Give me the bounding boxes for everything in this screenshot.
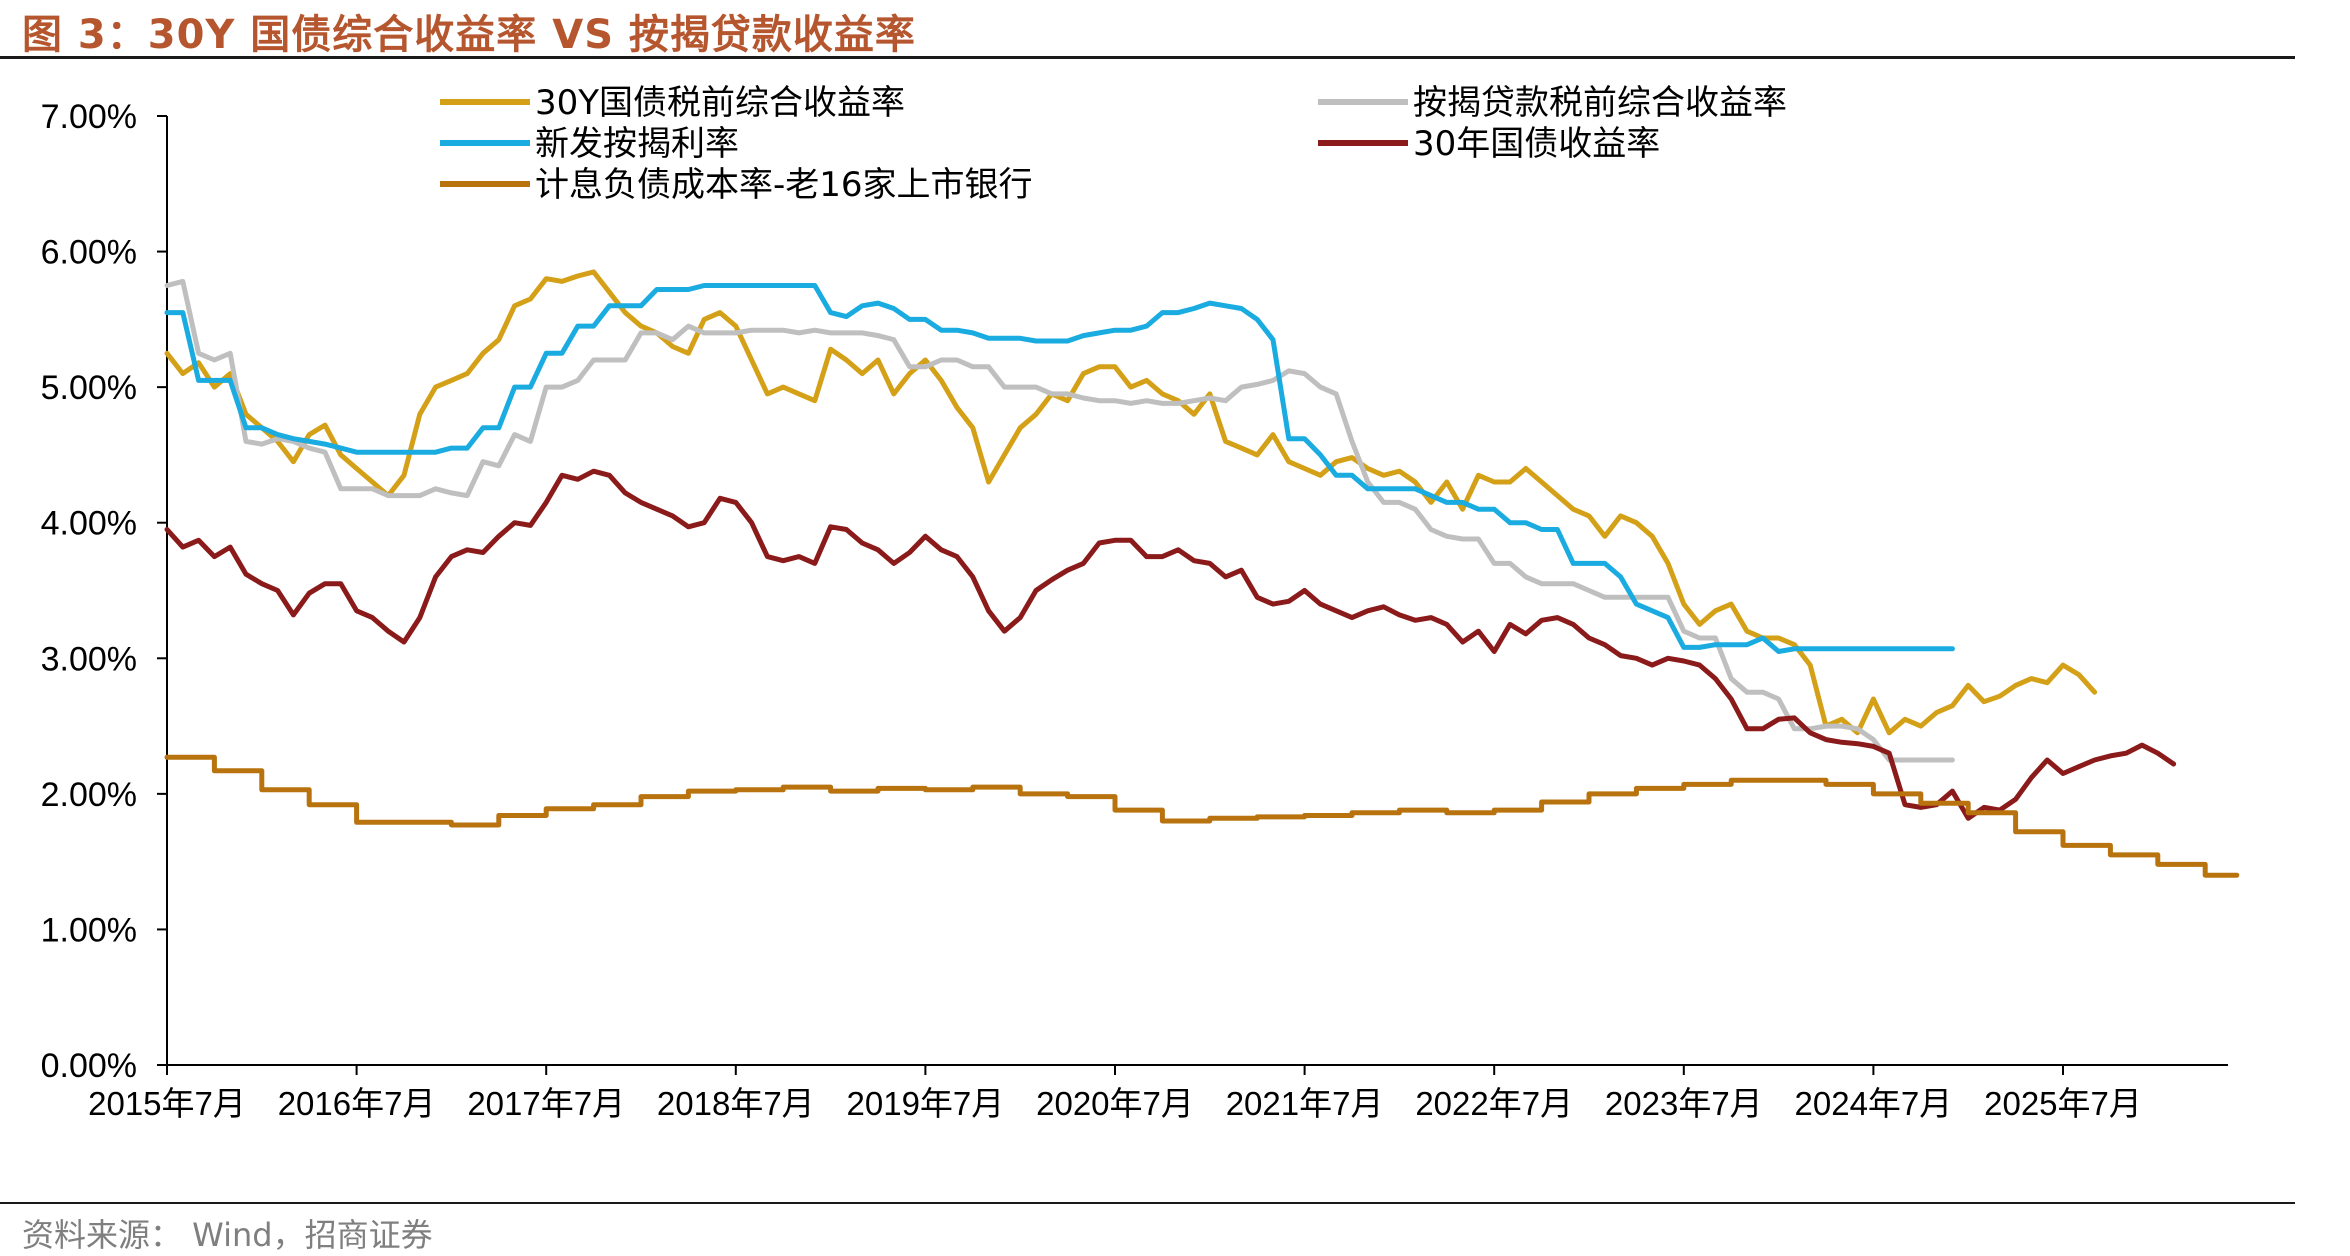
x-tick-label: 2015年7月 [88,1085,246,1122]
chart-series-lines [164,269,2240,878]
series-line-1 [164,278,1955,763]
footer-divider [0,1202,2295,1204]
x-tick-label: 2022年7月 [1415,1085,1573,1122]
x-tick-label: 2023年7月 [1605,1085,1763,1122]
x-tick-label: 2018年7月 [657,1085,815,1122]
y-tick-label: 2.00% [41,776,137,814]
y-tick-label: 0.00% [41,1047,137,1085]
y-tick-label: 5.00% [41,369,137,407]
chart-axes [166,116,2228,1066]
x-tick-label: 2021年7月 [1226,1085,1384,1122]
legend-label-3: 30年国债收益率 [1413,124,1660,164]
x-tick-label: 2019年7月 [847,1085,1005,1122]
legend-label-1: 按揭贷款税前综合收益率 [1413,83,1787,123]
series-line-4 [164,754,2240,878]
x-tick-label: 2017年7月 [467,1085,625,1122]
line-chart: 0.00% 1.00% 2.00% 3.00% 4.00% 5.00% 6.00% 7.00%… [41,83,2240,1122]
y-tick-label: 6.00% [41,234,137,272]
title-divider [0,56,2295,59]
y-axis-ticks: 0.00% 1.00% 2.00% 3.00% 4.00% 5.00% 6.00% 7.00% [41,98,167,1085]
x-axis-ticks: 2015年7月 2016年7月 2017年7月 2018年7月 2019年7月 2020年… [88,1065,2142,1122]
x-tick-label: 2020年7月 [1036,1085,1194,1122]
x-tick-label: 2025年7月 [1984,1085,2142,1122]
legend-label-0: 30Y国债税前综合收益率 [535,83,905,123]
y-tick-label: 3.00% [41,640,137,678]
legend-label-2: 新发按揭利率 [535,124,739,164]
y-tick-label: 4.00% [41,505,137,543]
x-tick-label: 2016年7月 [278,1085,436,1122]
y-tick-label: 7.00% [41,98,137,136]
series-line-3 [164,468,2177,821]
legend-label-4: 计息负债成本率-老16家上市银行 [535,165,1033,205]
series-line-2 [164,283,1955,654]
source-note: 资料来源： Wind，招商证券 [22,1216,433,1254]
series-line-0 [164,269,2098,736]
x-tick-label: 2024年7月 [1795,1085,1953,1122]
figure-title: 图 3：30Y 国债综合收益率 VS 按揭贷款收益率 [22,12,916,58]
y-tick-label: 1.00% [41,911,137,949]
